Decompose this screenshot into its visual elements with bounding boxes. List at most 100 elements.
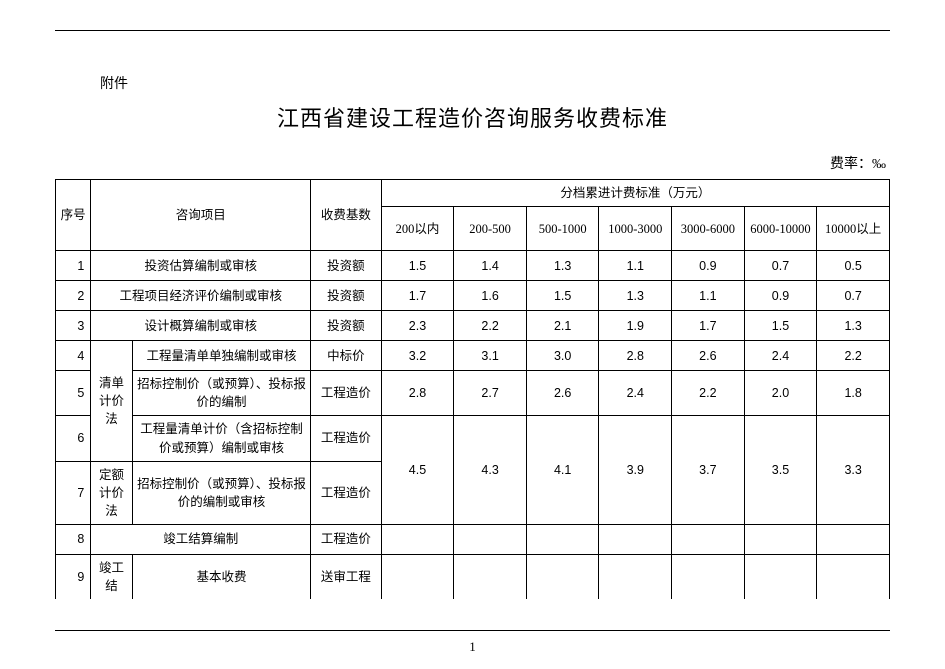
row-index: 3	[56, 311, 91, 341]
col-item-header: 咨询项目	[91, 180, 311, 251]
rate-cell: 1.7	[381, 281, 454, 311]
band-4: 3000-6000	[672, 207, 745, 251]
rate-cell: 2.4	[744, 341, 817, 371]
category-settlement: 竣工结	[91, 555, 132, 600]
rate-cell: 1.3	[526, 251, 599, 281]
row-base: 工程造价	[311, 416, 382, 461]
rate-cell	[672, 555, 745, 600]
row-item: 投资估算编制或审核	[91, 251, 311, 281]
rate-cell: 1.3	[817, 311, 890, 341]
row-base: 投资额	[311, 311, 382, 341]
rate-cell: 3.3	[817, 416, 890, 525]
rate-cell	[744, 525, 817, 555]
col-seq-header: 序号	[56, 180, 91, 251]
table-row: 8 竣工结算编制 工程造价	[56, 525, 890, 555]
rate-cell: 1.8	[817, 371, 890, 416]
row-base: 中标价	[311, 341, 382, 371]
row-index: 8	[56, 525, 91, 555]
row-index: 4	[56, 341, 91, 371]
rate-cell: 1.5	[381, 251, 454, 281]
band-3: 1000-3000	[599, 207, 672, 251]
band-6: 10000以上	[817, 207, 890, 251]
rate-cell: 1.9	[599, 311, 672, 341]
row-item: 基本收费	[132, 555, 310, 600]
rate-cell: 3.9	[599, 416, 672, 525]
band-1: 200-500	[454, 207, 527, 251]
rate-cell: 0.7	[817, 281, 890, 311]
rate-cell: 2.8	[381, 371, 454, 416]
row-item: 招标控制价（或预算）、投标报价的编制或审核	[132, 461, 310, 524]
rate-cell: 3.0	[526, 341, 599, 371]
rate-cell: 3.1	[454, 341, 527, 371]
rate-cell: 1.4	[454, 251, 527, 281]
col-base-header: 收费基数	[311, 180, 382, 251]
rate-cell	[381, 525, 454, 555]
category-quota-method: 定额计价法	[91, 461, 132, 524]
row-item: 工程量清单单独编制或审核	[132, 341, 310, 371]
rate-cell: 2.3	[381, 311, 454, 341]
rate-cell: 4.1	[526, 416, 599, 525]
table-row: 4 清单计价法 工程量清单单独编制或审核 中标价 3.2 3.1 3.0 2.8…	[56, 341, 890, 371]
rate-cell: 4.5	[381, 416, 454, 525]
rate-cell: 1.5	[744, 311, 817, 341]
rate-cell	[381, 555, 454, 600]
rate-cell	[599, 525, 672, 555]
rate-cell	[454, 525, 527, 555]
rate-cell: 2.2	[817, 341, 890, 371]
band-0: 200以内	[381, 207, 454, 251]
rate-cell: 0.5	[817, 251, 890, 281]
row-index: 9	[56, 555, 91, 600]
rate-cell: 0.9	[744, 281, 817, 311]
rate-cell: 1.1	[599, 251, 672, 281]
rate-cell: 2.1	[526, 311, 599, 341]
rate-cell: 4.3	[454, 416, 527, 525]
page-title: 江西省建设工程造价咨询服务收费标准	[55, 101, 890, 133]
page-number: 1	[0, 639, 945, 655]
table-row: 5 招标控制价（或预算）、投标报价的编制 工程造价 2.8 2.7 2.6 2.…	[56, 371, 890, 416]
rate-cell: 3.5	[744, 416, 817, 525]
fee-standard-table: 序号 咨询项目 收费基数 分档累进计费标准（万元） 200以内 200-500 …	[55, 179, 890, 599]
row-index: 2	[56, 281, 91, 311]
row-base: 工程造价	[311, 461, 382, 524]
rate-cell: 2.0	[744, 371, 817, 416]
rate-cell: 2.2	[454, 311, 527, 341]
bottom-rule	[55, 630, 890, 631]
row-item: 招标控制价（或预算）、投标报价的编制	[132, 371, 310, 416]
row-item: 工程项目经济评价编制或审核	[91, 281, 311, 311]
row-index: 1	[56, 251, 91, 281]
rate-cell: 3.7	[672, 416, 745, 525]
rate-cell: 1.6	[454, 281, 527, 311]
attachment-label: 附件	[100, 73, 890, 93]
row-base: 投资额	[311, 251, 382, 281]
row-base: 投资额	[311, 281, 382, 311]
col-bands-header: 分档累进计费标准（万元）	[381, 180, 889, 207]
row-item: 设计概算编制或审核	[91, 311, 311, 341]
rate-cell	[526, 525, 599, 555]
band-5: 6000-10000	[744, 207, 817, 251]
row-base: 工程造价	[311, 371, 382, 416]
row-index: 5	[56, 371, 91, 416]
table-row: 6 工程量清单计价（含招标控制价或预算）编制或审核 工程造价 4.5 4.3 4…	[56, 416, 890, 461]
rate-cell: 1.5	[526, 281, 599, 311]
rate-cell: 2.8	[599, 341, 672, 371]
rate-cell: 2.6	[672, 341, 745, 371]
rate-cell	[599, 555, 672, 600]
rate-cell: 0.7	[744, 251, 817, 281]
row-item: 竣工结算编制	[91, 525, 311, 555]
rate-unit-label: 费率：‰	[55, 153, 886, 173]
rate-cell: 2.4	[599, 371, 672, 416]
table-row: 1 投资估算编制或审核 投资额 1.5 1.4 1.3 1.1 0.9 0.7 …	[56, 251, 890, 281]
rate-cell: 2.7	[454, 371, 527, 416]
row-base: 工程造价	[311, 525, 382, 555]
row-index: 7	[56, 461, 91, 524]
row-index: 6	[56, 416, 91, 461]
rate-cell	[817, 525, 890, 555]
rate-cell	[526, 555, 599, 600]
top-rule	[55, 30, 890, 31]
row-item: 工程量清单计价（含招标控制价或预算）编制或审核	[132, 416, 310, 461]
rate-cell: 3.2	[381, 341, 454, 371]
rate-cell: 1.1	[672, 281, 745, 311]
rate-cell	[817, 555, 890, 600]
rate-cell: 2.2	[672, 371, 745, 416]
table-row: 9 竣工结 基本收费 送审工程	[56, 555, 890, 600]
